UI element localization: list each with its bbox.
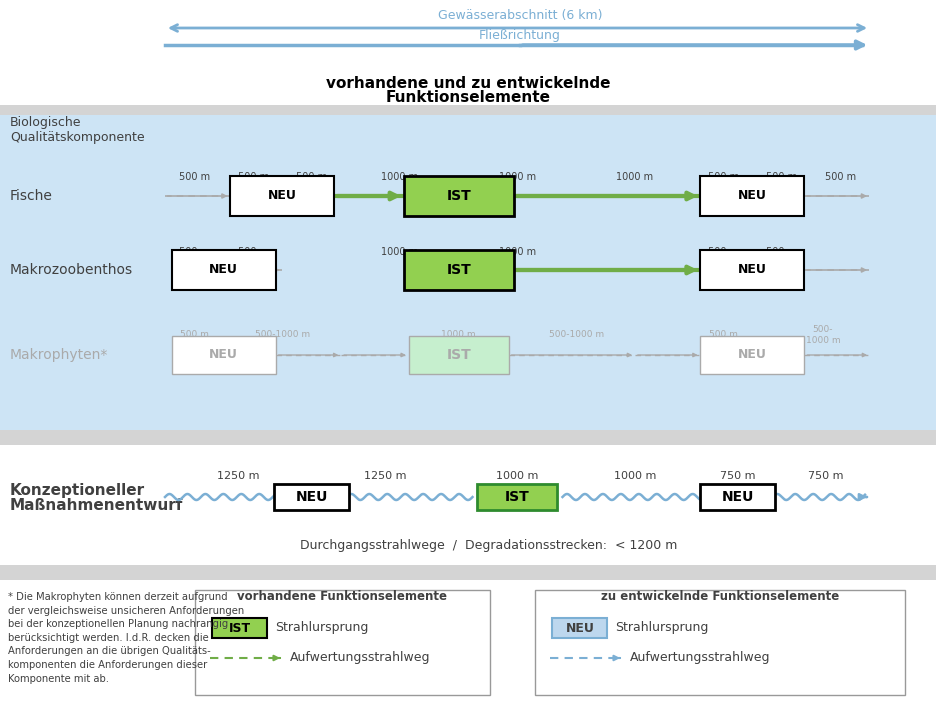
Text: 1000 m: 1000 m — [498, 172, 535, 182]
Bar — [700, 176, 804, 216]
Bar — [700, 336, 804, 374]
Text: NEU: NEU — [268, 190, 297, 202]
Bar — [274, 484, 349, 510]
Bar — [230, 176, 334, 216]
Bar — [0, 115, 936, 430]
Text: 500-1000 m: 500-1000 m — [548, 331, 603, 340]
Text: 1250 m: 1250 m — [217, 471, 259, 481]
Text: 500 m: 500 m — [708, 331, 737, 340]
Text: 500 m: 500 m — [179, 172, 210, 182]
Text: 500 m: 500 m — [766, 172, 797, 182]
Text: Aufwertungsstrahlweg: Aufwertungsstrahlweg — [289, 651, 430, 665]
Text: 750 m: 750 m — [719, 471, 754, 481]
Text: IST: IST — [446, 348, 471, 362]
Text: IST: IST — [446, 189, 471, 203]
Text: 1000 m: 1000 m — [498, 247, 535, 257]
Text: 1000 m: 1000 m — [381, 172, 418, 182]
Bar — [171, 336, 275, 374]
Text: 1000 m: 1000 m — [613, 471, 655, 481]
Text: Makrophyten*: Makrophyten* — [10, 348, 109, 362]
Text: NEU: NEU — [209, 264, 238, 276]
Text: 500 m: 500 m — [707, 247, 738, 257]
Text: 500-1000 m: 500-1000 m — [255, 331, 310, 340]
Bar — [171, 250, 275, 290]
Text: NEU: NEU — [738, 264, 767, 276]
Text: zu entwickelnde Funktionselemente: zu entwickelnde Funktionselemente — [600, 591, 839, 603]
Text: IST: IST — [446, 263, 471, 277]
Text: vorhandene und zu entwickelnde: vorhandene und zu entwickelnde — [326, 75, 609, 90]
Bar — [0, 430, 936, 445]
Bar — [0, 0, 936, 115]
Bar — [212, 618, 267, 638]
Text: NEU: NEU — [738, 190, 767, 202]
Text: 500 m: 500 m — [707, 172, 738, 182]
Text: Maßnahmenentwurf: Maßnahmenentwurf — [10, 498, 183, 513]
Text: Makrozoobenthos: Makrozoobenthos — [10, 263, 133, 277]
Bar — [0, 105, 936, 115]
Text: NEU: NEU — [721, 490, 753, 504]
Bar — [195, 590, 490, 695]
Bar — [408, 336, 508, 374]
Text: 1000 m: 1000 m — [381, 247, 418, 257]
Text: NEU: NEU — [565, 622, 593, 635]
Text: 1000 m: 1000 m — [441, 331, 475, 340]
Bar — [534, 590, 904, 695]
Bar — [699, 484, 774, 510]
Text: 1250 m: 1250 m — [364, 471, 406, 481]
Bar — [403, 250, 513, 290]
Text: 500-
1000 m: 500- 1000 m — [805, 325, 840, 345]
Text: Fische: Fische — [10, 189, 52, 203]
Bar — [0, 565, 936, 580]
Text: IST: IST — [505, 490, 530, 504]
Text: 500 m: 500 m — [766, 247, 797, 257]
Text: 500 m: 500 m — [825, 172, 856, 182]
Text: Strahlursprung: Strahlursprung — [274, 622, 368, 635]
Text: 500 m: 500 m — [238, 172, 269, 182]
Text: * Die Makrophyten können derzeit aufgrund
der vergleichsweise unsicheren Anforde: * Die Makrophyten können derzeit aufgrun… — [8, 592, 244, 684]
Text: Durchgangsstrahlwege  /  Degradationsstrecken:  < 1200 m: Durchgangsstrahlwege / Degradationsstrec… — [300, 539, 677, 551]
Text: NEU: NEU — [296, 490, 328, 504]
Text: Funktionselemente: Funktionselemente — [385, 90, 550, 104]
Bar — [477, 484, 557, 510]
Text: NEU: NEU — [209, 348, 238, 362]
Text: NEU: NEU — [738, 348, 767, 362]
Text: IST: IST — [228, 622, 251, 635]
Text: 1000 m: 1000 m — [616, 172, 653, 182]
Text: 500 m: 500 m — [296, 172, 327, 182]
Bar — [0, 445, 936, 565]
Text: Strahlursprung: Strahlursprung — [614, 622, 708, 635]
Text: 750 m: 750 m — [808, 471, 842, 481]
Text: Gewässerabschnitt (6 km): Gewässerabschnitt (6 km) — [437, 9, 602, 23]
Bar — [700, 250, 804, 290]
Bar — [0, 580, 936, 705]
Text: 500 m: 500 m — [180, 331, 209, 340]
Text: Konzeptioneller: Konzeptioneller — [10, 482, 145, 498]
Bar — [552, 618, 607, 638]
Text: Biologische
Qualitätskomponente: Biologische Qualitätskomponente — [10, 116, 144, 144]
Text: Fließrichtung: Fließrichtung — [478, 28, 561, 42]
Text: 500 m: 500 m — [179, 247, 210, 257]
Text: 1000 m: 1000 m — [496, 471, 538, 481]
Text: Aufwertungsstrahlweg: Aufwertungsstrahlweg — [629, 651, 769, 665]
Text: vorhandene Funktionselemente: vorhandene Funktionselemente — [237, 591, 447, 603]
Text: 500 m: 500 m — [238, 247, 269, 257]
Bar — [403, 176, 513, 216]
